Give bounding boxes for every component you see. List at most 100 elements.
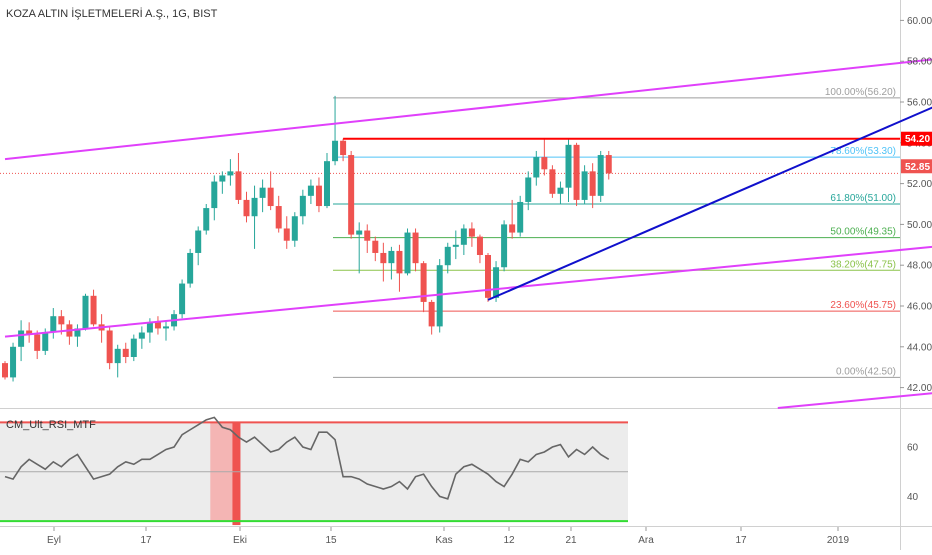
candle[interactable] [122,342,129,364]
candle[interactable] [203,204,210,235]
candle-body[interactable] [267,187,274,207]
candle[interactable] [436,259,443,333]
candle[interactable] [476,234,483,264]
candle[interactable] [468,222,475,247]
candle-body[interactable] [509,224,516,233]
candle[interactable] [348,150,355,239]
candle[interactable] [235,153,242,204]
candle[interactable] [50,308,57,339]
candle-body[interactable] [235,171,242,200]
candle[interactable] [356,222,363,274]
candle-body[interactable] [18,330,25,347]
candle[interactable] [420,261,427,313]
candle[interactable] [589,163,596,209]
candle[interactable] [299,189,306,225]
candle[interactable] [179,279,186,319]
candle[interactable] [380,242,387,282]
candle[interactable] [388,246,395,280]
candle-body[interactable] [468,228,475,237]
candle[interactable] [509,199,516,239]
candle-body[interactable] [549,169,556,194]
candle[interactable] [18,320,25,362]
candle-body[interactable] [501,224,508,268]
candle-body[interactable] [122,348,129,357]
candle[interactable] [227,159,234,186]
candle[interactable] [219,171,226,194]
candle-body[interactable] [460,228,467,245]
candle[interactable] [412,228,419,272]
candle-body[interactable] [106,330,113,364]
candle-body[interactable] [436,265,443,327]
candle-body[interactable] [404,232,411,274]
candle-body[interactable] [581,171,588,200]
candle[interactable] [163,320,169,341]
candle-body[interactable] [525,177,532,202]
candle-body[interactable] [251,197,258,217]
rsi-line[interactable] [4,416,610,500]
candle-body[interactable] [444,246,451,266]
candle-body[interactable] [356,230,363,235]
candle-body[interactable] [275,206,282,229]
candle[interactable] [34,330,41,360]
candle-body[interactable] [10,346,17,378]
candle-body[interactable] [42,332,49,351]
candle[interactable] [82,293,89,331]
candle[interactable] [10,342,17,382]
candle-body[interactable] [364,230,371,241]
candle[interactable] [428,299,435,335]
candle-body[interactable] [154,322,161,329]
candle-body[interactable] [605,155,612,174]
candle[interactable] [130,334,137,362]
candle-body[interactable] [589,171,596,196]
candle[interactable] [2,361,8,380]
candle[interactable] [605,150,612,180]
candle-body[interactable] [259,187,266,198]
candle-body[interactable] [219,175,226,182]
candle[interactable] [452,230,459,260]
candle[interactable] [138,326,145,349]
candle-body[interactable] [203,208,210,231]
candle[interactable] [283,216,290,249]
candle-body[interactable] [597,155,604,196]
candle[interactable] [581,165,588,204]
candle[interactable] [26,322,33,343]
candle-body[interactable] [283,228,290,241]
candle[interactable] [332,95,339,166]
candle-body[interactable] [146,322,153,333]
candle[interactable] [307,179,314,204]
candle-body[interactable] [243,199,250,217]
candle-body[interactable] [163,326,169,329]
candle-body[interactable] [428,301,435,327]
candle-body[interactable] [324,161,330,207]
candle[interactable] [557,181,564,204]
candle-body[interactable] [493,267,500,298]
candle-body[interactable] [2,363,8,378]
candle-body[interactable] [485,255,491,298]
candle-body[interactable] [476,236,483,255]
candle[interactable] [195,226,202,266]
candle[interactable] [517,195,524,237]
channel-line-1[interactable] [4,208,932,338]
candle[interactable] [404,228,411,276]
candle-body[interactable] [557,187,564,194]
candle[interactable] [533,150,540,186]
candle-body[interactable] [138,332,145,339]
candle-body[interactable] [315,185,322,207]
candle[interactable] [364,224,371,253]
candle[interactable] [573,142,580,207]
candle-body[interactable] [372,240,379,253]
candle[interactable] [485,252,491,302]
candle-body[interactable] [412,232,419,264]
candle-body[interactable] [114,348,121,364]
candle[interactable] [90,289,97,327]
candle-body[interactable] [187,252,194,284]
candle[interactable] [525,171,532,211]
channel-line-0[interactable] [4,16,932,161]
candle[interactable] [324,153,330,209]
candle-body[interactable] [420,263,427,302]
candle[interactable] [549,165,556,198]
candle-body[interactable] [74,328,81,337]
candle-body[interactable] [227,171,234,176]
candle-body[interactable] [90,295,97,325]
